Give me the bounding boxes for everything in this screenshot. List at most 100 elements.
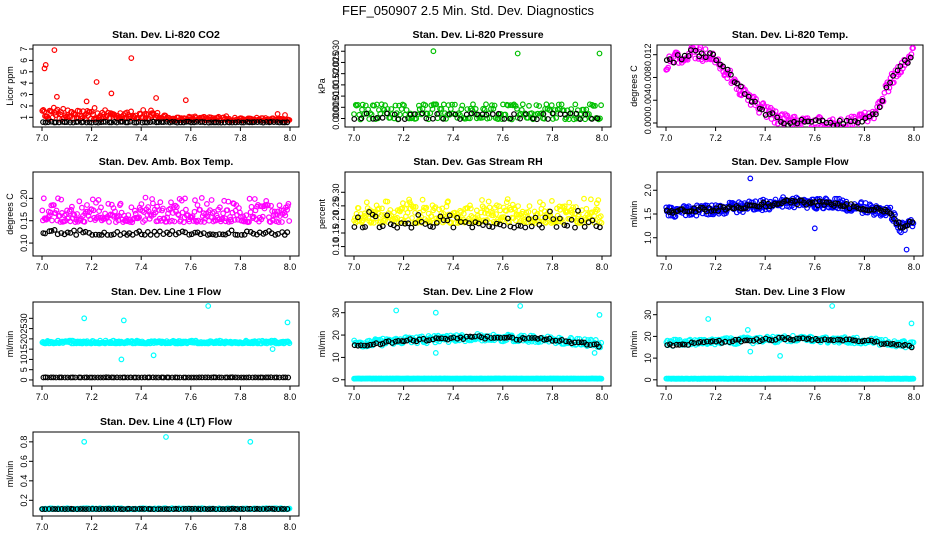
data-point — [94, 374, 101, 381]
data-point — [663, 57, 670, 63]
panel-4: Stan. Dev. Amb. Box Temp. 7.0 7.2 7.4 7.6 7.8… — [5, 156, 300, 272]
outlier-point — [54, 93, 60, 100]
data-point — [724, 66, 731, 73]
data-point — [370, 219, 377, 226]
data-point — [582, 111, 589, 118]
data-point — [279, 219, 285, 225]
y-tick-label: 0.005 — [331, 96, 341, 119]
series-reference — [40, 226, 291, 238]
data-point — [742, 205, 749, 211]
data-point — [384, 198, 391, 205]
data-point — [379, 205, 385, 212]
y-tick-label: 0.010 — [331, 85, 341, 108]
data-point — [713, 338, 720, 345]
data-point — [219, 231, 226, 238]
data-point — [697, 339, 704, 345]
outlier-point — [83, 98, 90, 105]
data-point — [355, 342, 361, 349]
data-point — [529, 335, 535, 341]
data-point — [503, 334, 510, 341]
data-point — [70, 211, 77, 218]
data-point — [235, 119, 242, 125]
x-tick-label: 7.6 — [185, 522, 198, 532]
series-secondary — [351, 303, 605, 356]
x-tick-label: 7.6 — [497, 392, 510, 402]
plot-frame — [344, 44, 612, 128]
outlier-point — [269, 346, 276, 353]
data-point — [552, 337, 559, 344]
data-point — [741, 91, 748, 97]
data-point — [388, 106, 395, 112]
data-point — [685, 53, 692, 59]
data-point — [455, 110, 462, 117]
data-point — [686, 208, 693, 215]
data-point — [427, 223, 434, 230]
data-point — [243, 374, 250, 381]
points-layer — [351, 303, 605, 382]
x-tick-label: 7.8 — [546, 133, 559, 143]
data-point — [267, 118, 274, 125]
outlier-point — [430, 48, 437, 55]
data-point — [110, 374, 117, 381]
data-point — [594, 207, 601, 213]
data-point — [542, 214, 549, 221]
data-point — [229, 119, 236, 126]
data-point — [540, 111, 547, 117]
data-point — [812, 117, 819, 123]
outlier-point — [829, 303, 836, 309]
data-point — [74, 506, 81, 513]
data-point — [438, 335, 445, 342]
data-point — [549, 338, 556, 344]
data-point — [70, 506, 77, 513]
data-point — [135, 374, 142, 381]
data-point — [486, 223, 493, 230]
data-point — [124, 374, 131, 381]
data-point — [832, 200, 839, 207]
x-tick-label: 7.4 — [447, 262, 460, 272]
x-tick-label: 7.8 — [858, 262, 871, 272]
data-point — [823, 199, 830, 206]
outlier-point — [596, 50, 603, 57]
data-point — [359, 224, 366, 231]
data-point — [692, 47, 699, 54]
data-point — [775, 200, 782, 207]
data-point — [251, 506, 258, 513]
data-point — [223, 506, 230, 513]
data-point — [482, 219, 489, 226]
data-point — [155, 374, 162, 381]
data-point — [578, 217, 585, 224]
data-point — [553, 114, 560, 121]
data-point — [760, 100, 767, 107]
data-point — [56, 119, 62, 126]
panel-9: Stan. Dev. Line 3 Flow 7.0 7.2 7.4 7.6 7.8 8.0… — [629, 286, 924, 402]
data-point — [738, 338, 745, 345]
data-point — [571, 339, 578, 346]
data-point — [280, 374, 286, 381]
data-point — [489, 209, 496, 216]
data-point — [460, 210, 467, 217]
data-point — [58, 506, 65, 512]
data-point — [681, 52, 688, 59]
data-point — [774, 114, 781, 121]
data-point — [873, 111, 879, 118]
panel-title: Stan. Dev. Line 4 (LT) Flow — [100, 416, 233, 428]
x-tick-label: 7.2 — [85, 522, 98, 532]
outlier-point — [81, 438, 88, 445]
data-point — [232, 374, 239, 381]
data-point — [843, 198, 850, 205]
data-point — [379, 223, 386, 230]
plot-frame — [32, 301, 300, 387]
data-point — [710, 51, 717, 58]
data-point — [403, 107, 410, 113]
data-point — [46, 506, 52, 512]
data-point — [384, 110, 391, 117]
x-tick-label: 8.0 — [596, 133, 609, 143]
data-point — [285, 200, 292, 207]
data-point — [105, 506, 112, 512]
data-point — [543, 336, 550, 343]
data-point — [189, 505, 195, 512]
data-point — [837, 202, 844, 209]
data-point — [199, 374, 206, 381]
data-point — [276, 374, 283, 381]
